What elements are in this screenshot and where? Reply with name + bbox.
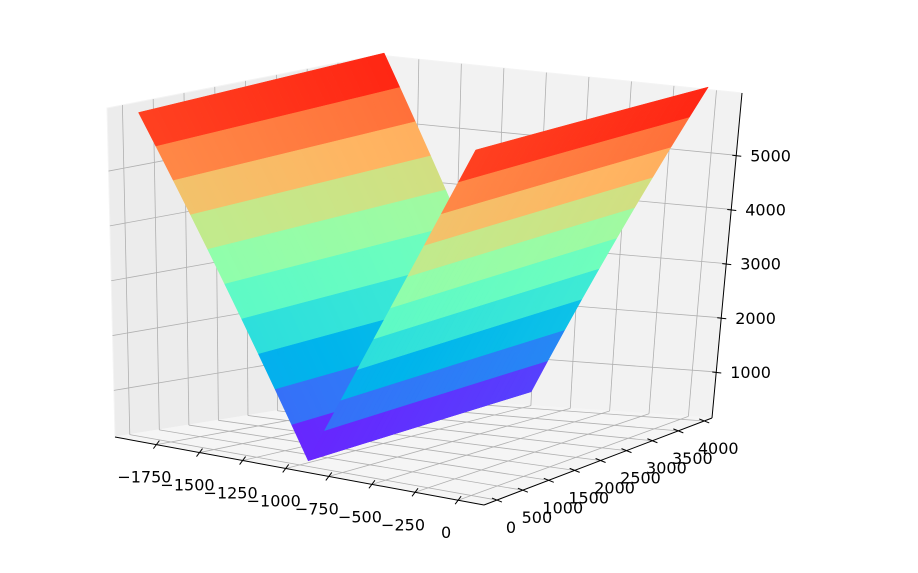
z-axis-line	[711, 92, 743, 419]
y-tick-mark	[569, 467, 580, 473]
y-tick-mark	[673, 428, 684, 434]
y-tick-label: 2000	[594, 479, 635, 498]
z-tick-mark	[732, 154, 742, 157]
y-grid-line	[218, 419, 575, 471]
x-tick-label: −500	[338, 507, 382, 526]
y-tick-label: 3000	[646, 459, 687, 478]
y-tick-mark	[595, 458, 606, 463]
x-tick-mark	[411, 487, 419, 497]
y-tick-label: 500	[522, 508, 553, 527]
z-tick-mark	[722, 263, 732, 266]
y-tick-mark	[647, 438, 658, 444]
x-tick-mark	[368, 480, 376, 489]
y-tick-mark	[543, 477, 554, 483]
x-grid-line	[687, 90, 717, 417]
x-tick-mark	[239, 456, 246, 465]
x-tick-label: −1000	[247, 491, 301, 510]
y-grid-line	[129, 434, 498, 501]
z-tick-label: 2000	[735, 309, 776, 328]
x-tick-label: −750	[295, 499, 339, 518]
z-tick-label: 1000	[730, 363, 771, 382]
x-tick-label: −1500	[160, 476, 214, 495]
y-tick-mark	[621, 448, 632, 454]
x-tick-mark	[152, 440, 160, 449]
y-grid-line	[121, 104, 131, 435]
z-tick-mark	[712, 371, 722, 374]
x-tick-label: −250	[381, 515, 425, 534]
y-tick-label: 3500	[672, 449, 713, 468]
z-tick-label: 5000	[750, 146, 791, 165]
x-tick-mark	[325, 472, 333, 481]
x-axis-line	[114, 436, 485, 506]
x-tick-mark	[282, 464, 290, 473]
x-grid-line	[328, 407, 571, 477]
y-tick-mark	[699, 418, 710, 424]
y-grid-line	[152, 98, 160, 430]
x-grid-line	[371, 410, 610, 485]
x-tick-mark	[196, 448, 203, 457]
surface-facet	[457, 147, 483, 183]
z-tick-mark	[717, 317, 727, 320]
x-tick-label: −1250	[204, 484, 258, 503]
y-axis-line	[483, 417, 713, 506]
surface	[138, 52, 709, 462]
z-tick-label: 3000	[740, 255, 781, 274]
y-tick-mark	[517, 487, 529, 493]
y-tick-mark	[491, 497, 503, 503]
axes	[114, 92, 743, 506]
y-tick-label: 1000	[542, 498, 583, 517]
y-tick-label: 0	[506, 518, 516, 537]
y-grid-line	[188, 424, 549, 481]
y-tick-label: 1500	[568, 488, 609, 507]
z-tick-mark	[727, 208, 737, 211]
x-tick-mark	[454, 495, 462, 505]
y-grid-line	[159, 429, 523, 491]
z-tick-label: 4000	[745, 200, 786, 219]
y-tick-label: 2500	[620, 469, 661, 488]
x-tick-label: −1750	[117, 468, 171, 487]
x-tick-label: 0	[441, 523, 451, 542]
y-tick-label: 4000	[698, 439, 739, 458]
x-grid-line	[457, 416, 689, 501]
x-grid-line	[414, 413, 650, 493]
tick-labels: −1750−1500−1250−1000−750 −500 −250 0 0500100…	[117, 146, 791, 542]
